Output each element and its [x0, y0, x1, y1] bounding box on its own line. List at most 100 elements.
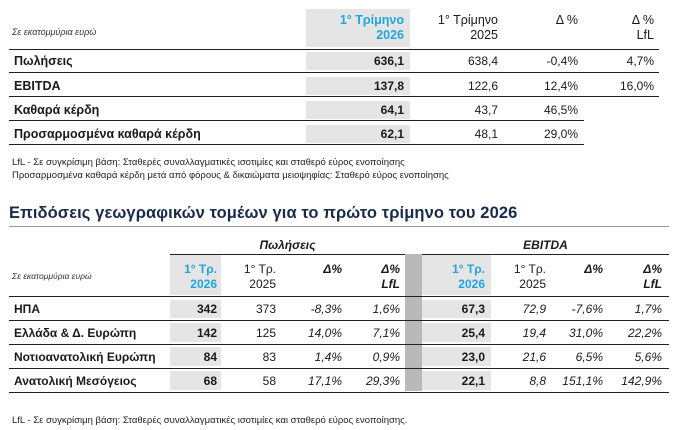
- footnote-lfl: LfL - Σε συγκρίσιμη βάση: Σταθερές συναλ…: [12, 157, 405, 168]
- shade-cell: [170, 323, 221, 342]
- ebitda-delta: 151,1%: [562, 374, 603, 388]
- header-delta-lfl: Δ % LfL: [631, 13, 654, 42]
- row-label: Προσαρμοσμένα καθαρά κέρδη: [14, 127, 201, 141]
- section-title: Επιδόσεις γεωγραφικών τομέων για το πρώτ…: [9, 204, 518, 222]
- ebitda-delta: -7,6%: [571, 302, 603, 316]
- ebitda-q1-2026: 23,0: [461, 350, 485, 364]
- value-q1-2026: 137,8: [373, 79, 404, 93]
- ebitda-delta-lfl: 1,7%: [634, 302, 662, 316]
- footnote-lfl: LfL - Σε συγκρίσιμη βάση: Σταθερές συναλ…: [12, 415, 408, 426]
- shade-cell: [170, 300, 221, 318]
- divider: [9, 344, 669, 345]
- sales-q1-2026: 68: [203, 374, 217, 388]
- ebitda-q1-2025: 72,9: [522, 302, 546, 316]
- header-delta: Δ %: [555, 13, 578, 27]
- sales-delta: 1,4%: [314, 350, 342, 364]
- sales-q1-2026: 342: [196, 302, 217, 316]
- value-delta: 12,4%: [543, 79, 578, 93]
- region-label: ΗΠΑ: [14, 302, 40, 316]
- sales-delta: 14,0%: [307, 326, 342, 340]
- sales-delta-lfl: 29,3%: [365, 374, 400, 388]
- value-q1-2026: 62,1: [380, 127, 404, 141]
- value-q1-2025: 122,6: [467, 79, 498, 93]
- ebitda-q1-2026: 25,4: [461, 326, 485, 340]
- divider: [9, 72, 659, 73]
- footnote-adjusted: Προσαρμοσμένα καθαρά κέρδη μετά από φόρο…: [12, 170, 449, 181]
- value-q1-2025: 48,1: [474, 127, 498, 141]
- ebitda-delta: 31,0%: [568, 326, 603, 340]
- header-q1-2025: 1° Τρίμηνο 2025: [437, 13, 498, 42]
- sales-q1-2025: 373: [255, 302, 276, 316]
- current-quarter-header-shade: [306, 9, 410, 47]
- shade-row-3: [306, 101, 410, 119]
- ebitda-header-delta-lfl: Δ% LfL: [643, 262, 662, 291]
- value-q1-2025: 638,4: [467, 54, 498, 68]
- sales-delta-lfl: 0,9%: [372, 350, 400, 364]
- row-label: Πωλήσεις: [14, 54, 73, 68]
- group-rule: [422, 254, 669, 255]
- group-rule: [170, 254, 405, 255]
- ebitda-header-q1-2026: 1° Τρ. 2026: [452, 262, 485, 291]
- ebitda-q1-2025: 8,8: [529, 374, 546, 388]
- sales-delta-lfl: 1,6%: [372, 302, 400, 316]
- unit-label: Σε εκατομμύρια ευρώ: [12, 271, 92, 281]
- shade-cell: [170, 371, 221, 390]
- divider: [9, 392, 669, 393]
- value-delta-lfl: 16,0%: [619, 79, 654, 93]
- group-ebitda-header: EBITDA: [523, 238, 568, 252]
- sales-q1-2026: 84: [203, 350, 217, 364]
- ebitda-delta-lfl: 5,6%: [634, 350, 662, 364]
- value-delta: 29,0%: [543, 127, 578, 141]
- ebitda-header-q1-2025: 1° Τρ. 2025: [513, 262, 546, 291]
- sales-header-q1-2026: 1° Τρ. 2026: [184, 262, 217, 291]
- value-delta: 46,5%: [543, 103, 578, 117]
- shade-header: [422, 255, 491, 295]
- row-label: EBITDA: [14, 79, 61, 93]
- header-q1-2026: 1° Τρίμηνο 2026: [339, 13, 404, 42]
- ebitda-delta-lfl: 142,9%: [621, 374, 662, 388]
- value-q1-2026: 64,1: [380, 103, 404, 117]
- sales-delta-lfl: 7,1%: [372, 326, 400, 340]
- value-q1-2026: 636,1: [373, 54, 404, 68]
- shade-cell: [422, 300, 491, 318]
- sales-q1-2025: 83: [262, 350, 276, 364]
- sales-header-q1-2025: 1° Τρ. 2025: [243, 262, 276, 291]
- ebitda-q1-2026: 22,1: [461, 374, 485, 388]
- sales-header-delta-lfl: Δ% LfL: [381, 262, 400, 291]
- title-rule: [9, 226, 669, 227]
- column-separator: [405, 254, 422, 391]
- divider: [9, 96, 659, 97]
- divider: [9, 120, 584, 121]
- ebitda-q1-2025: 19,4: [522, 326, 546, 340]
- row-label: Καθαρά κέρδη: [14, 103, 100, 117]
- group-sales-header: Πωλήσεις: [259, 238, 316, 252]
- value-q1-2025: 43,7: [474, 103, 498, 117]
- shade-row-2: [306, 77, 410, 95]
- shade-cell: [422, 323, 491, 342]
- sales-q1-2025: 125: [255, 326, 276, 340]
- divider: [9, 144, 584, 145]
- shade-row-1: [306, 52, 410, 70]
- ebitda-q1-2026: 67,3: [461, 302, 485, 316]
- shade-cell: [170, 347, 221, 366]
- shade-cell: [422, 371, 491, 390]
- sales-header-delta: Δ%: [323, 262, 342, 276]
- divider: [9, 296, 669, 297]
- value-delta: -0,4%: [546, 54, 578, 68]
- shade-cell: [422, 347, 491, 366]
- divider: [9, 320, 669, 321]
- divider: [9, 368, 669, 369]
- shade-row-4: [306, 125, 410, 143]
- sales-q1-2025: 58: [262, 374, 276, 388]
- region-label: Ελλάδα & Δ. Ευρώπη: [14, 326, 137, 340]
- sales-q1-2026: 142: [196, 326, 217, 340]
- ebitda-header-delta: Δ%: [584, 262, 603, 276]
- value-delta-lfl: 4,7%: [626, 54, 654, 68]
- region-label: Ανατολική Μεσόγειος: [14, 374, 137, 388]
- ebitda-delta-lfl: 22,2%: [627, 326, 662, 340]
- ebitda-q1-2025: 21,6: [522, 350, 546, 364]
- sales-delta: 17,1%: [307, 374, 342, 388]
- ebitda-delta: 6,5%: [575, 350, 603, 364]
- unit-label: Σε εκατομμύρια ευρώ: [12, 27, 97, 37]
- divider: [9, 49, 659, 50]
